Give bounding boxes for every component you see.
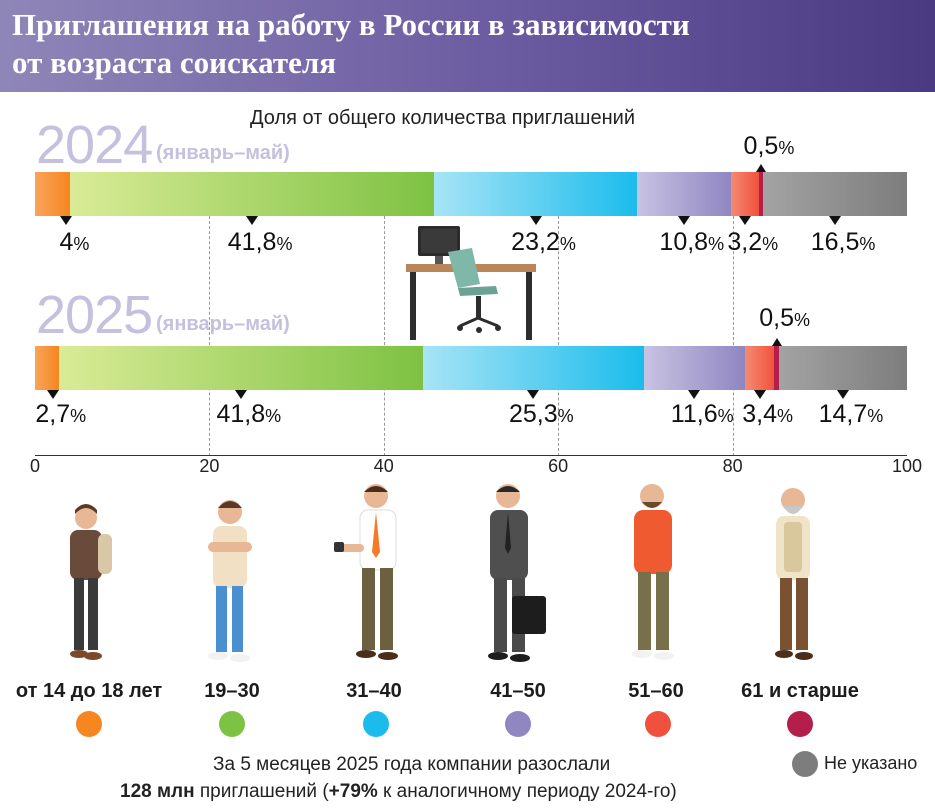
value-label-2024-2: 23,2%	[511, 228, 576, 256]
footer-total: 128 млн	[120, 781, 195, 802]
person-51-60-icon	[632, 484, 674, 660]
people-illustration	[70, 484, 813, 662]
page-title: Приглашения на работу в России в зависим…	[12, 7, 690, 80]
person-41-50-icon	[488, 484, 546, 662]
value-label-2024-6: 16,5%	[810, 228, 876, 256]
bar-segment-2025-2	[423, 346, 645, 390]
value-marker	[755, 164, 766, 172]
person-19-30-icon	[208, 500, 252, 662]
bar-segment-2024-6	[763, 172, 908, 216]
legend-dot-14-18	[76, 711, 102, 737]
bar-segment-2024-4	[730, 172, 760, 216]
chart-subtitle: Доля от общего количества приглашений	[250, 107, 635, 129]
age-label-19-30: 19–30	[204, 680, 260, 702]
bar-segment-2024-0	[35, 172, 71, 216]
value-label-2024-1: 41,8%	[227, 228, 293, 256]
gridline-60	[558, 216, 560, 456]
value-marker	[529, 216, 542, 225]
footer-line-1: За 5 месяцев 2025 года компании разослал…	[213, 754, 611, 775]
age-label-41-50: 41–50	[490, 680, 546, 702]
stacked-bar-2025	[35, 346, 908, 390]
desk-illustration	[406, 226, 536, 340]
value-label-2025-4: 3,4%	[742, 400, 794, 428]
value-marker	[46, 390, 59, 399]
year-label-2024: 2024	[36, 115, 153, 175]
age-label-61-plus: 61 и старше	[741, 680, 859, 702]
footer-growth: +79%	[328, 781, 378, 802]
bar-segment-2025-5	[774, 346, 780, 390]
bar-segment-2025-3	[643, 346, 746, 390]
bar-segment-2025-4	[744, 346, 775, 390]
legend-dot-51-60	[645, 711, 671, 737]
value-label-2025-5: 0,5%	[759, 304, 811, 332]
x-tick-label: 60	[548, 456, 569, 476]
legend-dot-41-50	[505, 711, 531, 737]
legend-label-not-specified: Не указано	[824, 753, 918, 773]
value-label-2025-6: 14,7%	[818, 400, 884, 428]
x-axis	[35, 455, 907, 456]
age-label-14-18: от 14 до 18 лет	[15, 680, 163, 702]
value-label-2024-4: 3,2%	[727, 228, 779, 256]
value-marker	[234, 390, 247, 399]
legend-dot-not-specified	[792, 751, 818, 777]
gridline-40	[383, 216, 385, 456]
legend-dot-61-plus	[787, 711, 813, 737]
stacked-bar-2024	[35, 172, 908, 216]
value-marker	[836, 390, 849, 399]
bar-segment-2024-1	[69, 172, 435, 216]
value-marker	[246, 216, 259, 225]
value-label-2024-5: 0,5%	[743, 132, 795, 160]
bar-segment-2024-5	[758, 172, 764, 216]
value-marker	[829, 216, 842, 225]
x-tick-label: 0	[29, 456, 41, 476]
person-teen-icon	[70, 504, 112, 660]
value-label-2025-1: 41,8%	[216, 400, 282, 428]
person-61-plus-icon	[775, 488, 813, 660]
x-tick-label: 80	[722, 456, 743, 476]
value-marker	[60, 216, 73, 225]
value-marker	[771, 338, 782, 346]
value-marker	[527, 390, 540, 399]
value-marker	[753, 390, 766, 399]
x-tick-label: 40	[373, 456, 394, 476]
footer-mid: приглашений (	[194, 781, 329, 802]
year-label-2025: 2025	[36, 285, 153, 345]
legend-dot-31-40	[363, 711, 389, 737]
period-note-2025: (январь–май)	[156, 313, 290, 335]
gridline-80	[732, 216, 734, 456]
bar-segment-2025-0	[35, 346, 60, 390]
footer-end: к аналогичному периоду 2024-го)	[377, 781, 677, 802]
value-label-2025-2: 25,3%	[509, 400, 574, 428]
bar-segment-2024-3	[636, 172, 732, 216]
legend-dot-19-30	[219, 711, 245, 737]
bar-segment-2024-2	[434, 172, 638, 216]
footer-line-2: 128 млн приглашений (+79% к аналогичному…	[120, 781, 677, 803]
value-marker	[738, 216, 751, 225]
header-banner: Приглашения на работу в России в зависим…	[0, 0, 935, 92]
person-31-40-icon	[334, 484, 398, 660]
value-marker	[677, 216, 690, 225]
value-marker	[688, 390, 701, 399]
age-label-31-40: 31–40	[346, 680, 402, 702]
x-tick-label: 100	[891, 456, 923, 476]
value-label-2024-3: 10,8%	[659, 228, 725, 256]
bar-segment-2025-6	[778, 346, 908, 390]
period-note-2024: (январь–май)	[156, 142, 290, 164]
value-label-2025-3: 11,6%	[670, 400, 734, 428]
x-tick-label: 20	[199, 456, 220, 476]
age-label-51-60: 51–60	[628, 680, 684, 702]
value-label-2025-0: 2,7%	[35, 400, 87, 428]
value-label-2024-0: 4%	[59, 228, 90, 256]
bar-segment-2025-1	[58, 346, 424, 390]
gridline-20	[209, 216, 211, 456]
